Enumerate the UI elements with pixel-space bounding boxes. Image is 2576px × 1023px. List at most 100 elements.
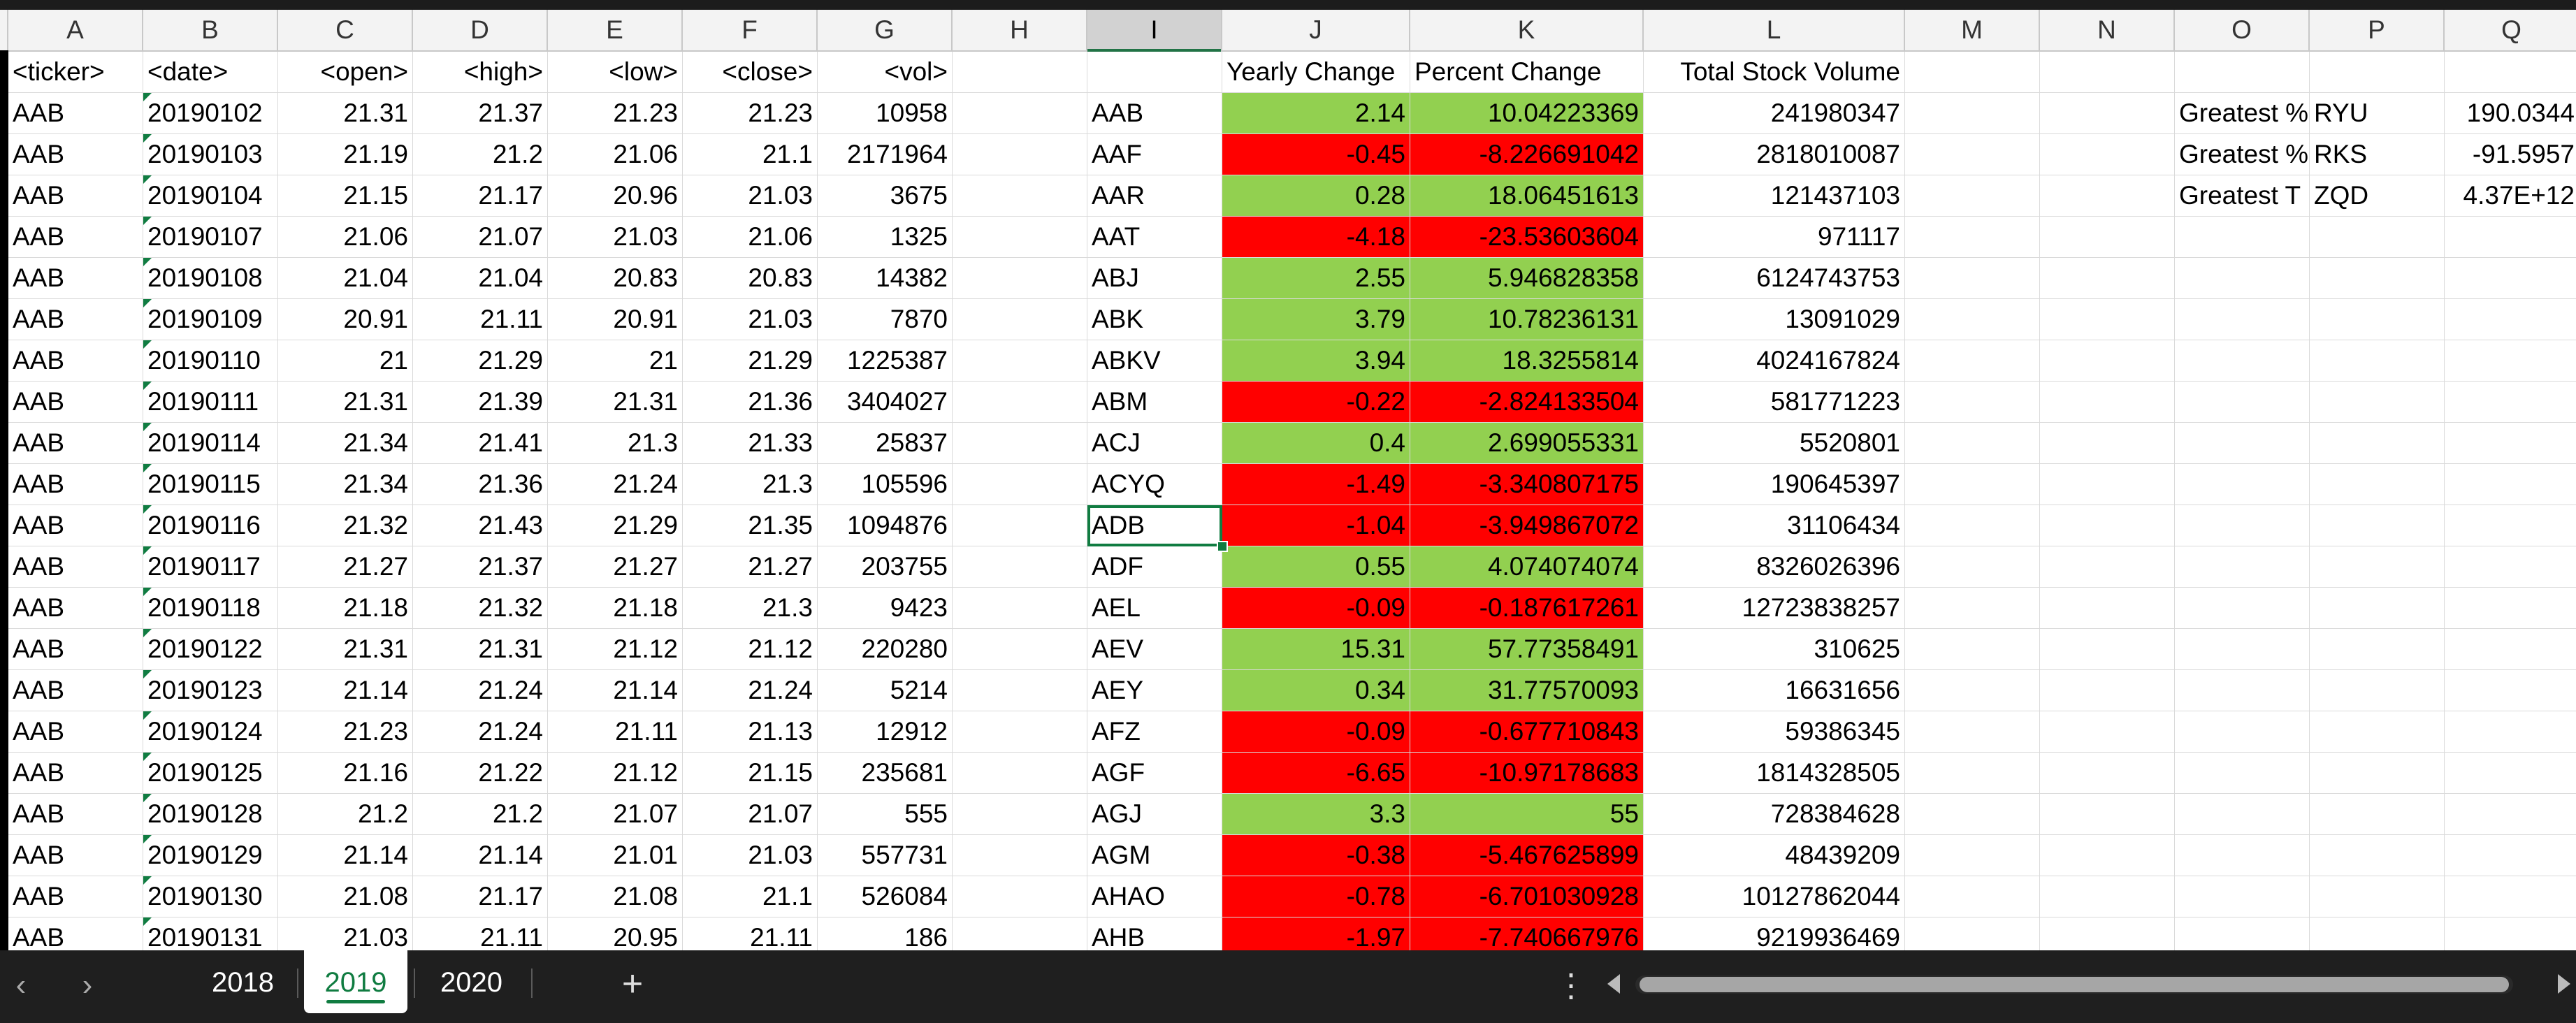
cell-b[interactable]: 20190110	[143, 340, 278, 382]
cell-p[interactable]	[2310, 753, 2445, 794]
cell-h[interactable]	[953, 876, 1087, 917]
cell-a[interactable]: <ticker>	[8, 52, 143, 93]
cell-b[interactable]: 20190123	[143, 670, 278, 711]
cell-m[interactable]	[1905, 835, 2040, 876]
cell-i[interactable]: AEY	[1087, 670, 1222, 711]
cell-l[interactable]: 59386345	[1644, 711, 1905, 753]
cell-b[interactable]: 20190130	[143, 876, 278, 917]
cell-e[interactable]: <low>	[548, 52, 683, 93]
cell-k[interactable]: 2.699055331	[1410, 423, 1644, 464]
cell-c[interactable]: 21.34	[278, 423, 413, 464]
cell-n[interactable]	[2040, 794, 2175, 835]
cell-q[interactable]	[2445, 835, 2576, 876]
cell-l[interactable]: 728384628	[1644, 794, 1905, 835]
cell-o[interactable]	[2175, 464, 2310, 505]
cell-e[interactable]: 21.14	[548, 670, 683, 711]
cell-i[interactable]: AGF	[1087, 753, 1222, 794]
cell-k[interactable]: 10.78236131	[1410, 299, 1644, 340]
cell-g[interactable]: 203755	[818, 546, 953, 588]
cell-n[interactable]	[2040, 711, 2175, 753]
column-header-m[interactable]: M	[1905, 10, 2040, 50]
cell-b[interactable]: 20190125	[143, 753, 278, 794]
cell-d[interactable]: 21.36	[413, 464, 548, 505]
cell-e[interactable]: 21.07	[548, 794, 683, 835]
cell-q[interactable]	[2445, 423, 2576, 464]
cell-p[interactable]	[2310, 588, 2445, 629]
cell-f[interactable]: 21.12	[683, 629, 818, 670]
cell-g[interactable]: 220280	[818, 629, 953, 670]
cell-a[interactable]: AAB	[8, 876, 143, 917]
cell-j[interactable]: -1.04	[1222, 505, 1410, 546]
horizontal-scrollbar[interactable]	[1635, 975, 2513, 994]
cell-o[interactable]	[2175, 505, 2310, 546]
cell-p[interactable]	[2310, 382, 2445, 423]
cell-c[interactable]: 21.31	[278, 93, 413, 134]
cell-b[interactable]: 20190115	[143, 464, 278, 505]
cell-q[interactable]	[2445, 629, 2576, 670]
cell-d[interactable]: 21.11	[413, 299, 548, 340]
cell-d[interactable]: 21.17	[413, 175, 548, 217]
cell-e[interactable]: 21.27	[548, 546, 683, 588]
cell-q[interactable]	[2445, 299, 2576, 340]
cell-k[interactable]: -3.340807175	[1410, 464, 1644, 505]
cell-c[interactable]: 21.32	[278, 505, 413, 546]
cell-h[interactable]	[953, 258, 1087, 299]
column-header-c[interactable]: C	[278, 10, 413, 50]
cell-c[interactable]: 21.14	[278, 835, 413, 876]
cell-l[interactable]: 4024167824	[1644, 340, 1905, 382]
cell-q[interactable]	[2445, 52, 2576, 93]
cell-p[interactable]	[2310, 711, 2445, 753]
cell-g[interactable]: 10958	[818, 93, 953, 134]
cell-j[interactable]: -1.97	[1222, 917, 1410, 950]
triangle-right-icon[interactable]	[2558, 974, 2570, 994]
cell-n[interactable]	[2040, 835, 2175, 876]
cell-h[interactable]	[953, 464, 1087, 505]
cell-n[interactable]	[2040, 423, 2175, 464]
cell-n[interactable]	[2040, 464, 2175, 505]
cell-k[interactable]: Percent Change	[1410, 52, 1644, 93]
cell-j[interactable]: 0.28	[1222, 175, 1410, 217]
column-header-a[interactable]: A	[8, 10, 143, 50]
cell-f[interactable]: 21.35	[683, 505, 818, 546]
cell-k[interactable]: 57.77358491	[1410, 629, 1644, 670]
cell-g[interactable]: <vol>	[818, 52, 953, 93]
cell-k[interactable]: -5.467625899	[1410, 835, 1644, 876]
cell-d[interactable]: 21.32	[413, 588, 548, 629]
cell-i[interactable]: AEL	[1087, 588, 1222, 629]
cell-d[interactable]: 21.29	[413, 340, 548, 382]
cell-o[interactable]: Greatest %	[2175, 134, 2310, 175]
cell-g[interactable]: 7870	[818, 299, 953, 340]
cell-o[interactable]	[2175, 835, 2310, 876]
cell-j[interactable]: -0.38	[1222, 835, 1410, 876]
cell-n[interactable]	[2040, 753, 2175, 794]
cell-n[interactable]	[2040, 340, 2175, 382]
cell-j[interactable]: 15.31	[1222, 629, 1410, 670]
cell-l[interactable]: 16631656	[1644, 670, 1905, 711]
cell-c[interactable]: 21.16	[278, 753, 413, 794]
cell-a[interactable]: AAB	[8, 629, 143, 670]
cell-h[interactable]	[953, 423, 1087, 464]
cell-o[interactable]	[2175, 670, 2310, 711]
cell-h[interactable]	[953, 711, 1087, 753]
cell-p[interactable]	[2310, 423, 2445, 464]
cell-e[interactable]: 21.23	[548, 93, 683, 134]
cell-l[interactable]: 9219936469	[1644, 917, 1905, 950]
cell-q[interactable]	[2445, 670, 2576, 711]
cell-c[interactable]: 21.14	[278, 670, 413, 711]
cell-h[interactable]	[953, 835, 1087, 876]
cell-l[interactable]: 971117	[1644, 217, 1905, 258]
cell-n[interactable]	[2040, 134, 2175, 175]
cell-l[interactable]: 2818010087	[1644, 134, 1905, 175]
cell-j[interactable]: -0.78	[1222, 876, 1410, 917]
cell-l[interactable]: 10127862044	[1644, 876, 1905, 917]
cell-h[interactable]	[953, 670, 1087, 711]
cell-l[interactable]: 241980347	[1644, 93, 1905, 134]
triangle-left-icon[interactable]	[1607, 974, 1620, 994]
cell-a[interactable]: AAB	[8, 505, 143, 546]
cell-p[interactable]	[2310, 917, 2445, 950]
cell-f[interactable]: 21.15	[683, 753, 818, 794]
cell-i[interactable]: AAT	[1087, 217, 1222, 258]
cell-i[interactable]: ACYQ	[1087, 464, 1222, 505]
cell-k[interactable]: -6.701030928	[1410, 876, 1644, 917]
cell-g[interactable]: 1325	[818, 217, 953, 258]
